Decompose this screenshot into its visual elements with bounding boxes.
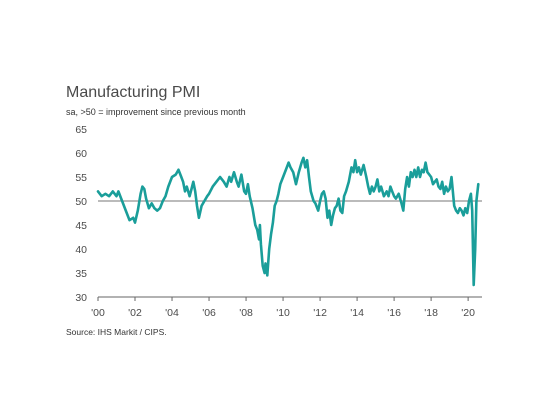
x-tick-label: '14: [350, 307, 364, 319]
x-tick-label: '00: [91, 307, 105, 319]
chart-title: Manufacturing PMI: [66, 84, 201, 101]
series-group: [96, 156, 480, 287]
x-tick-label: '16: [387, 307, 401, 319]
y-tick-label: 35: [75, 268, 87, 280]
x-tick-label: '12: [313, 307, 327, 319]
x-axis-ticks: '00 '02 '04 '06 '08 '10 '12 '14 '16 '18 '20: [91, 297, 475, 319]
x-tick-label: '06: [202, 307, 216, 319]
y-tick-label: 40: [75, 244, 87, 256]
x-tick-label: '10: [276, 307, 290, 319]
x-tick-label: '04: [165, 307, 179, 319]
y-tick-label: 65: [75, 124, 87, 136]
pmi-series-line: [96, 156, 480, 287]
y-tick-label: 60: [75, 148, 87, 160]
chart-subtitle: sa, >50 = improvement since previous mon…: [66, 107, 246, 117]
x-tick-label: '08: [239, 307, 253, 319]
x-tick-label: '18: [424, 307, 438, 319]
y-tick-label: 55: [75, 172, 87, 184]
y-tick-label: 50: [75, 196, 87, 208]
y-axis-ticks: 30 35 40 45 50 55 60 65: [75, 124, 87, 304]
chart-source: Source: IHS Markit / CIPS.: [66, 327, 167, 337]
x-tick-label: '20: [461, 307, 475, 319]
y-tick-label: 45: [75, 220, 87, 232]
x-tick-label: '02: [128, 307, 142, 319]
y-tick-label: 30: [75, 292, 87, 304]
